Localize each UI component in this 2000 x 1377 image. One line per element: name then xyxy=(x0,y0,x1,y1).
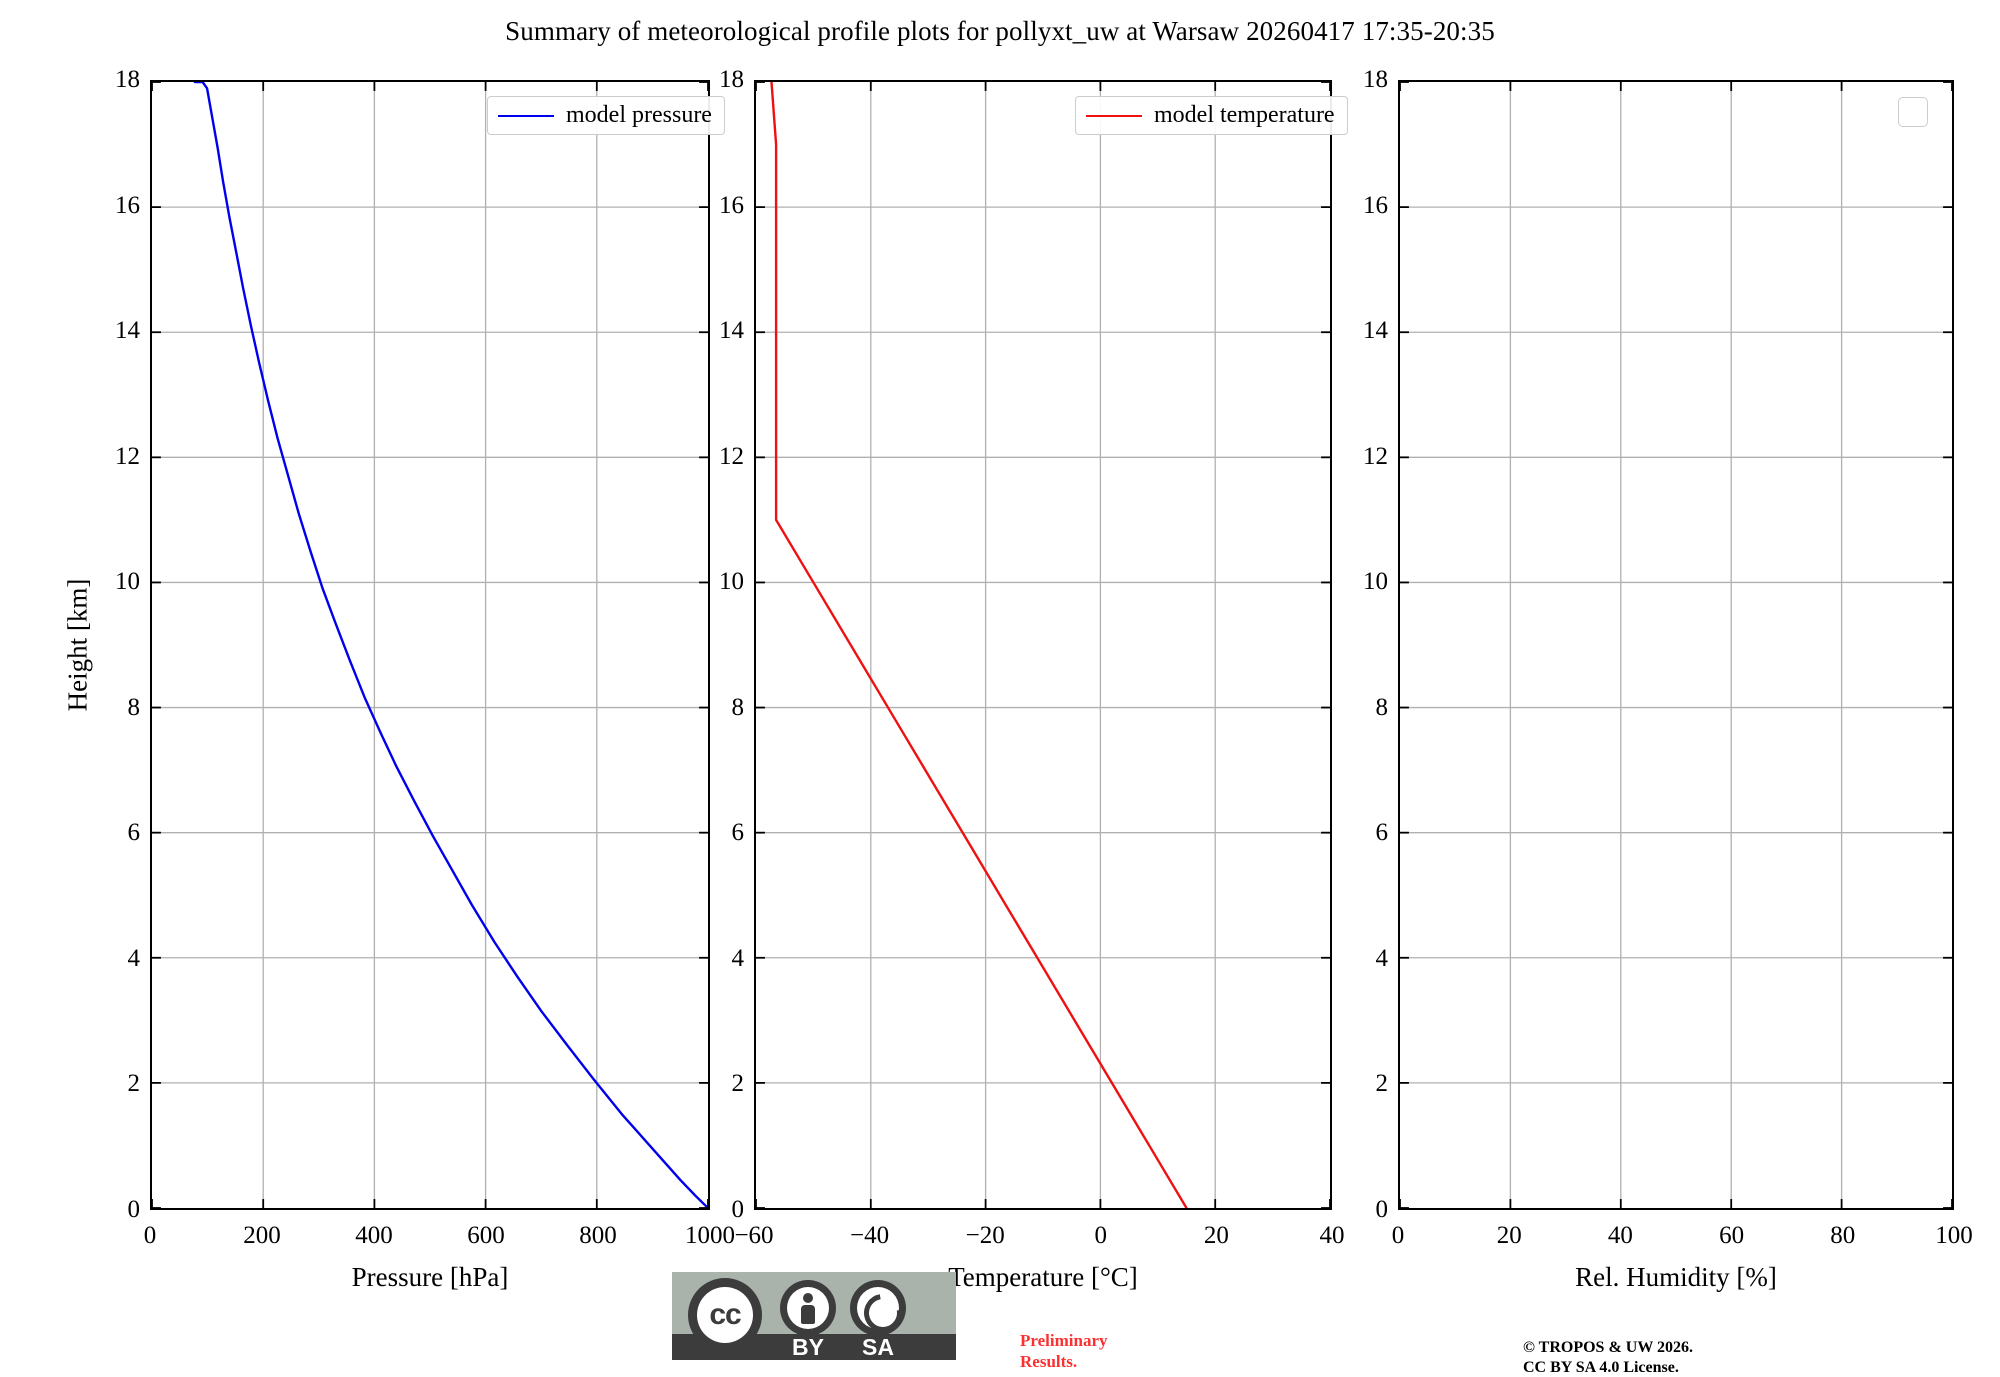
pressure-x-tick-600: 600 xyxy=(467,1222,505,1249)
pressure-legend-line-swatch xyxy=(498,114,554,117)
temperature-y-tick-6: 6 xyxy=(731,819,745,847)
temperature-y-tick-8: 8 xyxy=(731,693,745,721)
cc-by-head-shape xyxy=(803,1293,813,1303)
cc-sharealike-arrow-icon xyxy=(850,1280,910,1340)
humidity-x-tick-20: 20 xyxy=(1496,1222,1522,1249)
figure-title: Summary of meteorological profile plots … xyxy=(505,16,1495,46)
pressure-y-tick-14: 14 xyxy=(115,317,140,345)
humidity-legend-empty[interactable] xyxy=(1898,97,1928,127)
pressure-x-tick-labels: 0 200 400 600 800 1000 xyxy=(144,1222,735,1256)
pressure-x-axis-label: Pressure [hPa] xyxy=(351,1262,509,1292)
temperature-x-tick-labels: −60 −40 −20 0 20 40 xyxy=(734,1222,1344,1256)
temperature-x-tick--40: −40 xyxy=(850,1222,890,1249)
pressure-plot-axes xyxy=(150,80,710,1210)
humidity-y-tick-14: 14 xyxy=(1363,317,1388,345)
pressure-y-tick-4: 4 xyxy=(127,944,141,972)
humidity-y-tick-18: 18 xyxy=(1363,66,1388,93)
pressure-x-tick-1000: 1000 xyxy=(685,1222,735,1249)
cc-attribution-person-icon xyxy=(780,1280,836,1336)
temperature-y-tick-16: 16 xyxy=(719,191,744,219)
cc-sa-glyph xyxy=(856,1286,910,1340)
temperature-y-tick-0: 0 xyxy=(731,1196,745,1223)
temperature-y-tick-2: 2 xyxy=(731,1070,745,1098)
humidity-x-tick-100: 100 xyxy=(1935,1222,1973,1249)
humidity-y-tick-12: 12 xyxy=(1363,442,1388,470)
humidity-y-tick-16: 16 xyxy=(1363,191,1388,219)
temperature-legend[interactable]: model temperature xyxy=(1075,96,1348,135)
pressure-legend-label: model pressure xyxy=(566,102,712,128)
humidity-x-tick-80: 80 xyxy=(1830,1222,1856,1249)
creative-commons-badge: cc BY SA xyxy=(672,1272,956,1360)
preliminary-line-2: Results. xyxy=(1020,1351,1078,1371)
pressure-y-tick-6: 6 xyxy=(127,819,141,847)
humidity-y-tick-0: 0 xyxy=(1375,1196,1389,1223)
humidity-x-tick-40: 40 xyxy=(1607,1222,1633,1249)
series-line-pressure xyxy=(195,82,708,1208)
pressure-x-tick-0: 0 xyxy=(143,1222,157,1249)
preliminary-line-1: Preliminary xyxy=(1020,1331,1108,1350)
pressure-plot-canvas xyxy=(152,82,708,1208)
cc-logo-text: cc xyxy=(697,1287,753,1343)
humidity-y-tick-2: 2 xyxy=(1375,1070,1389,1098)
humidity-x-axis-label: Rel. Humidity [%] xyxy=(1575,1262,1777,1292)
humidity-y-tick-4: 4 xyxy=(1375,944,1389,972)
pressure-y-tick-0: 0 xyxy=(127,1196,141,1223)
temperature-x-tick--20: −20 xyxy=(965,1222,1005,1249)
pressure-legend[interactable]: model pressure xyxy=(487,96,725,135)
temperature-x-axis-label: Temperature [°C] xyxy=(948,1262,1138,1292)
pressure-y-tick-8: 8 xyxy=(127,693,141,721)
temperature-y-tick-12: 12 xyxy=(719,442,744,470)
humidity-plot-axes xyxy=(1398,80,1954,1210)
pressure-x-tick-200: 200 xyxy=(243,1222,281,1249)
temperature-y-tick-10: 10 xyxy=(719,568,744,596)
pressure-y-tick-10: 10 xyxy=(115,568,140,596)
temperature-x-tick--60: −60 xyxy=(734,1222,774,1249)
pressure-x-tick-800: 800 xyxy=(579,1222,617,1249)
temperature-x-tick-40: 40 xyxy=(1319,1222,1345,1249)
temperature-x-tick-20: 20 xyxy=(1203,1222,1229,1249)
temperature-y-tick-14: 14 xyxy=(719,317,744,345)
temperature-legend-label: model temperature xyxy=(1154,102,1335,128)
humidity-y-tick-labels: 0 2 4 6 8 10 12 14 16 18 xyxy=(1332,66,1389,1223)
humidity-plot-canvas xyxy=(1400,82,1952,1208)
cc-sa-label: SA xyxy=(862,1334,894,1360)
temperature-plot-canvas xyxy=(756,82,1330,1208)
cc-by-body-shape xyxy=(801,1305,815,1324)
pressure-x-tick-400: 400 xyxy=(355,1222,393,1249)
temperature-y-tick-4: 4 xyxy=(731,944,745,972)
pressure-y-tick-12: 12 xyxy=(115,442,140,470)
humidity-y-tick-8: 8 xyxy=(1375,693,1389,721)
copyright-note: © TROPOS & UW 2026. CC BY SA 4.0 License… xyxy=(1523,1338,1693,1377)
copyright-line-2: CC BY SA 4.0 License. xyxy=(1523,1358,1679,1376)
cc-by-label: BY xyxy=(792,1334,824,1360)
pressure-y-tick-2: 2 xyxy=(127,1070,141,1098)
temperature-legend-line-swatch xyxy=(1086,114,1142,117)
humidity-x-tick-0: 0 xyxy=(1391,1222,1405,1249)
pressure-y-tick-16: 16 xyxy=(115,191,140,219)
copyright-line-1: © TROPOS & UW 2026. xyxy=(1523,1339,1694,1356)
series-line-temperature xyxy=(772,82,1187,1208)
temperature-x-tick-0: 0 xyxy=(1094,1222,1108,1249)
humidity-y-tick-10: 10 xyxy=(1363,568,1388,596)
temperature-y-tick-18: 18 xyxy=(719,66,744,93)
cc-by-glyph xyxy=(787,1287,829,1329)
preliminary-results-note: Preliminary Results. xyxy=(1020,1331,1108,1372)
humidity-x-tick-labels: 0 20 40 60 80 100 xyxy=(1392,1222,1973,1256)
humidity-x-tick-60: 60 xyxy=(1719,1222,1745,1249)
temperature-plot-axes xyxy=(754,80,1332,1210)
pressure-y-tick-18: 18 xyxy=(115,66,140,93)
cc-logo-icon: cc xyxy=(688,1278,762,1352)
y-axis-label: Height [km] xyxy=(62,578,93,712)
humidity-y-tick-6: 6 xyxy=(1375,819,1389,847)
